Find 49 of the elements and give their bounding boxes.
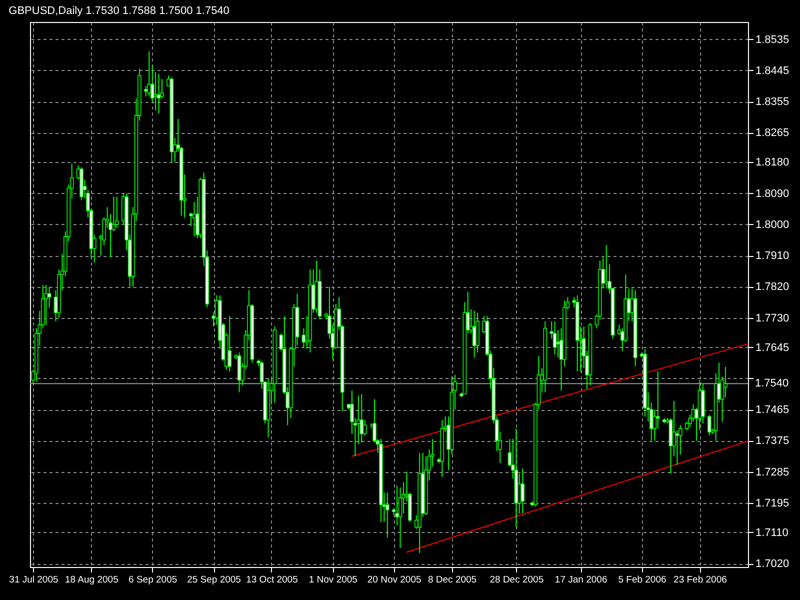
x-tick-label: 5 Feb 2006 (618, 574, 666, 586)
candlestick (154, 72, 158, 111)
y-tick-label: 1.8090 (756, 188, 790, 200)
x-tick-label: 25 Sep 2005 (187, 574, 241, 586)
x-tick-label: 17 Jan 2006 (554, 574, 608, 586)
candlestick (115, 196, 119, 228)
x-tick-label: 20 Nov 2005 (367, 574, 422, 586)
ref-line-label: 1.7540 (755, 378, 789, 390)
y-tick-label: 1.8180 (756, 156, 790, 169)
candlestick (385, 492, 390, 538)
chart-title: GBPUSD,Daily 1.7530 1.7588 1.7500 1.7540 (8, 5, 230, 17)
y-tick-label: 1.7285 (756, 466, 790, 478)
y-tick-label: 1.7110 (756, 526, 788, 539)
candlestick (552, 320, 557, 355)
candlestick (556, 329, 560, 358)
y-tick-label: 1.8000 (756, 218, 790, 231)
candlestick (362, 419, 367, 436)
candlestick (44, 284, 48, 326)
candlestick (360, 393, 364, 443)
x-tick-label: 8 Dec 2005 (428, 574, 477, 586)
y-tick-label: 1.8535 (756, 34, 790, 46)
candlestick (724, 366, 728, 398)
candlestick (189, 212, 193, 227)
x-tick-label: 6 Sep 2005 (128, 574, 178, 586)
y-tick-label: 1.7020 (756, 558, 790, 570)
candlestick (520, 468, 525, 514)
candlestick (112, 196, 116, 232)
y-tick-label: 1.8355 (756, 96, 790, 108)
candlestick (147, 50, 152, 97)
y-tick-label: 1.7645 (756, 342, 790, 354)
x-tick-label: 18 Aug 2005 (64, 574, 118, 586)
x-tick-label: 1 Nov 2005 (308, 574, 358, 586)
y-tick-label: 1.7820 (756, 281, 790, 294)
candlestick (656, 370, 660, 430)
x-tick-label: 23 Feb 2006 (674, 574, 727, 586)
y-tick-label: 1.8265 (756, 127, 790, 140)
x-tick-label: 13 Oct 2005 (246, 574, 298, 586)
candlestick (395, 485, 399, 526)
candlestick (228, 316, 232, 372)
y-tick-label: 1.7730 (756, 312, 790, 324)
y-tick-label: 1.7195 (756, 497, 790, 510)
y-tick-label: 1.7910 (756, 250, 790, 262)
y-tick-label: 1.7465 (756, 404, 790, 416)
candlestick (47, 286, 52, 308)
x-tick-label: 31 Jul 2005 (9, 574, 58, 586)
y-tick-label: 1.7375 (756, 435, 790, 448)
x-tick-label: 28 Dec 2005 (490, 574, 544, 586)
y-tick-label: 1.8445 (756, 64, 790, 77)
candlestick (707, 414, 712, 436)
